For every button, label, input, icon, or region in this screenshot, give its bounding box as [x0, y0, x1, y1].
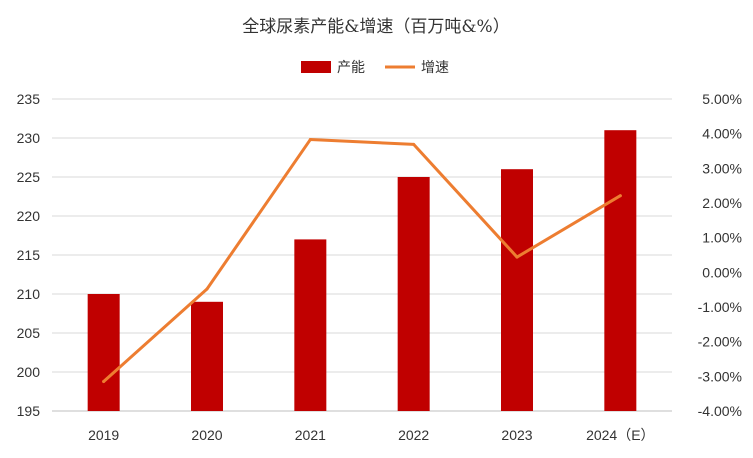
legend: 产能 增速	[301, 60, 449, 76]
line-point	[308, 138, 312, 142]
right-tick-label: -2.00%	[698, 334, 742, 350]
line-point	[412, 142, 416, 146]
right-tick-label: -3.00%	[698, 368, 742, 384]
line-point	[205, 287, 209, 291]
line-point	[102, 380, 106, 384]
right-tick-label: 2.00%	[702, 195, 742, 211]
left-tick-label: 205	[17, 325, 41, 341]
x-tick-label: 2024（E）	[586, 427, 654, 443]
x-tick-label: 2023	[501, 427, 532, 443]
x-tick-label: 2020	[191, 427, 222, 443]
left-tick-label: 220	[17, 208, 41, 224]
left-tick-label: 210	[17, 286, 41, 302]
left-tick-label: 235	[17, 91, 41, 107]
line-point	[618, 194, 622, 198]
right-axis-ticks: -4.00% -3.00% -2.00% -1.00% 0.00% 1.00% 2.00% 3…	[698, 91, 742, 419]
x-tick-label: 2022	[398, 427, 429, 443]
grid	[52, 98, 672, 412]
left-tick-label: 215	[17, 247, 41, 263]
bar	[604, 130, 637, 411]
left-axis-ticks: 195 200 205 210 215 220 225 230 235	[17, 91, 41, 419]
x-tick-label: 2021	[295, 427, 326, 443]
line-series	[102, 138, 622, 384]
right-tick-label: -4.00%	[698, 403, 742, 419]
legend-label-bar: 产能	[337, 60, 365, 76]
right-tick-label: 3.00%	[702, 160, 742, 176]
bar	[191, 301, 223, 411]
x-tick-label: 2019	[88, 427, 119, 443]
right-tick-label: 0.00%	[702, 264, 742, 280]
left-tick-label: 200	[17, 364, 41, 380]
bar	[294, 239, 327, 411]
bar-series	[87, 130, 637, 411]
legend-label-line: 增速	[421, 60, 449, 76]
legend-swatch-bar	[301, 61, 331, 73]
chart-title: 全球尿素产能&增速（百万吨&%）	[242, 17, 509, 37]
right-tick-label: 4.00%	[702, 126, 742, 142]
bar	[501, 169, 533, 411]
x-axis-ticks: 2019 2020 2021 2022 2023 2024（E）	[88, 427, 654, 443]
left-tick-label: 230	[17, 130, 41, 146]
growth-line	[102, 138, 622, 384]
right-tick-label: -1.00%	[698, 299, 742, 315]
left-tick-label: 195	[17, 403, 41, 419]
right-tick-label: 1.00%	[702, 230, 742, 246]
bar	[87, 294, 120, 411]
right-tick-label: 5.00%	[702, 91, 742, 107]
left-tick-label: 225	[17, 169, 41, 185]
line-point	[515, 255, 519, 259]
bar	[397, 177, 430, 411]
